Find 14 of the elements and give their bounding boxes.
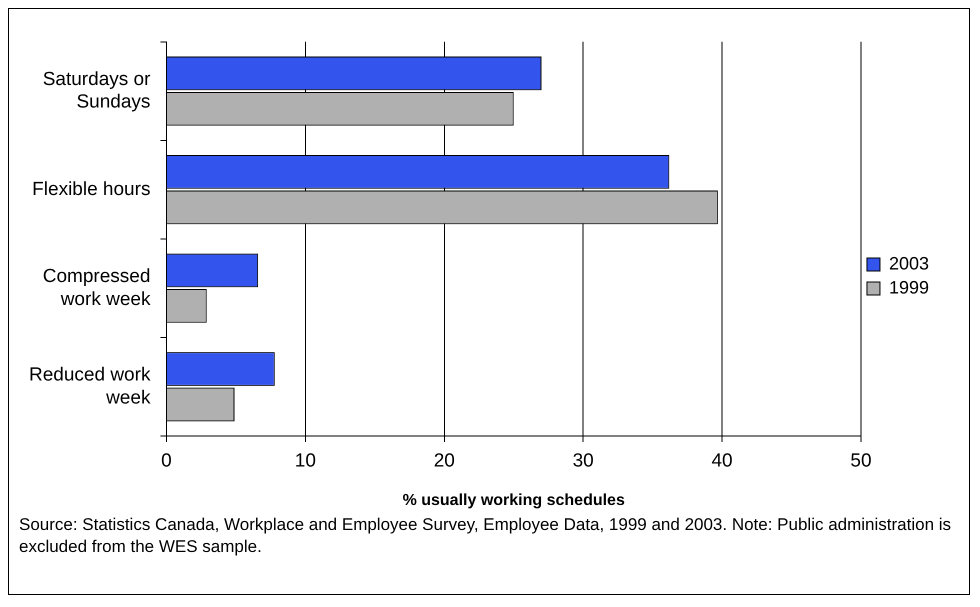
y-tick-label: Compressed work week [42, 266, 151, 310]
x-axis-title: % usually working schedules [402, 492, 625, 509]
y-tick-label: Flexible hours [32, 178, 150, 200]
x-tick-label: 20 [434, 450, 455, 472]
legend-label: 1999 [888, 277, 930, 298]
y-tick-label: Saturdays or Sundays [42, 68, 152, 113]
x-tick-label: 40 [711, 450, 733, 472]
x-tick-label: 10 [294, 450, 316, 472]
x-tick-label: 0 [161, 450, 172, 472]
legend-label: 2003 [888, 253, 930, 274]
y-tick-label: Reduced work week [28, 364, 151, 408]
source-note: Source: Statistics Canada, Workplace and Employee Survey, Employee Data, 1999 and 2003. Note: Public administration is excluded from the WES sample. [18, 514, 952, 558]
x-tick-label: 50 [850, 450, 872, 472]
x-tick-label: 30 [572, 450, 594, 472]
